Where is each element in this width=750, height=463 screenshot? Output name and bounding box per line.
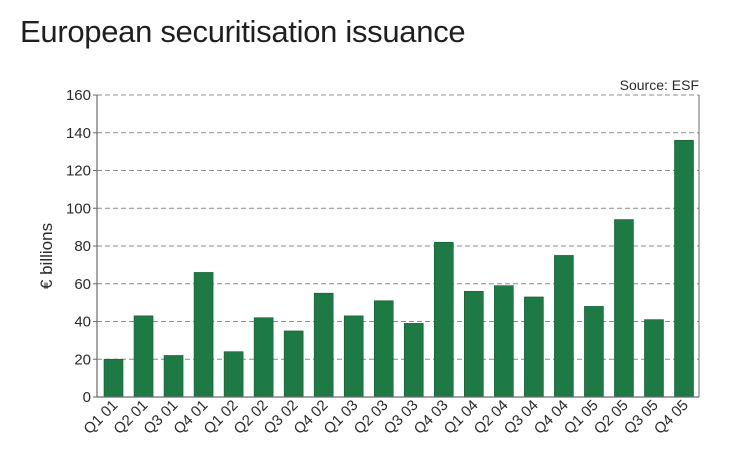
gridlines [97, 94, 699, 360]
bar [253, 317, 274, 398]
bar [464, 290, 484, 398]
bar [373, 300, 394, 398]
bar [133, 315, 154, 398]
y-tick-label: 160 [66, 87, 91, 104]
bar [163, 355, 184, 398]
y-tick-label: 40 [74, 314, 91, 331]
y-axis-title: € billions [37, 223, 56, 289]
y-tick-label: 120 [66, 163, 91, 180]
bar [223, 351, 244, 398]
y-tick-label: 140 [66, 125, 91, 142]
bar [524, 296, 544, 398]
bar [343, 315, 364, 398]
bar [403, 323, 424, 398]
y-tick-labels: 0 20 40 60 80 100 120 140 160 [66, 87, 91, 406]
axes [93, 94, 700, 398]
bars [103, 140, 694, 398]
bar [494, 285, 514, 398]
y-tick-label: 0 [83, 389, 91, 406]
bar [674, 140, 694, 398]
y-tick-label: 100 [66, 200, 91, 217]
bar [433, 241, 454, 398]
x-tick-label: Q4 05 [651, 397, 692, 438]
bar [313, 292, 334, 398]
y-tick-label: 60 [74, 276, 91, 293]
bar [584, 306, 604, 398]
bar [193, 272, 214, 398]
y-tick-label: 80 [74, 238, 91, 255]
bar [103, 358, 124, 398]
y-tick-label: 20 [74, 351, 91, 368]
source-label: Source: ESF [620, 77, 699, 93]
bar [283, 330, 304, 398]
chart-title: European securitisation issuance [20, 14, 466, 49]
bar [554, 255, 574, 398]
bar [644, 319, 664, 398]
bar [614, 219, 634, 398]
